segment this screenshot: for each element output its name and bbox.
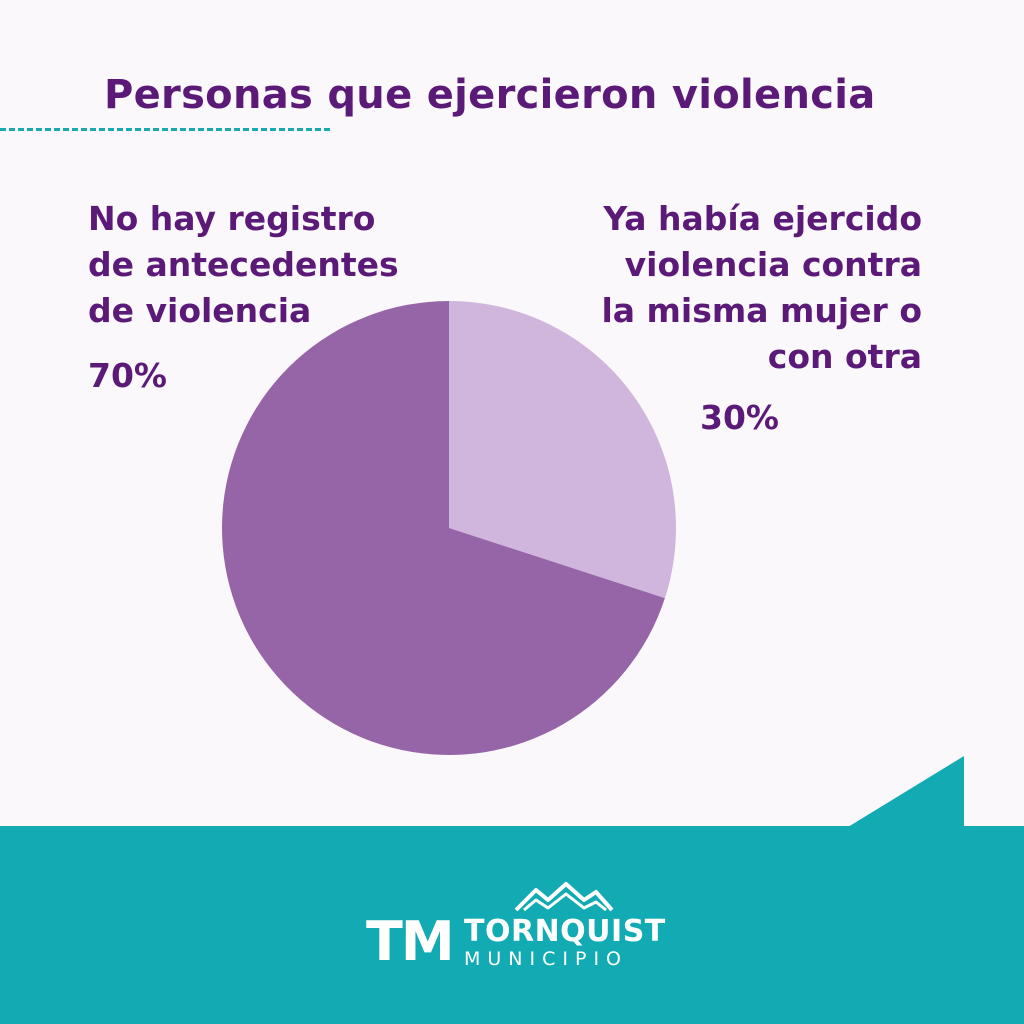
slice-label-line: de violencia [88, 291, 312, 330]
slice-label-line: con otra [767, 337, 922, 376]
slice-value-prior-violence: 30% [700, 398, 779, 437]
slice-label-line: la misma mujer o [601, 291, 922, 330]
slice-label-no-record: No hay registro de antecedentes de viole… [88, 196, 468, 334]
logo-mark: TM [366, 910, 455, 973]
footer-tab-polygon [848, 756, 964, 827]
chart-title: Personas que ejercieron violencia [104, 72, 876, 118]
pie-slice-no-record [221, 301, 665, 755]
logo-subtitle: MUNICIPIO [464, 948, 629, 970]
footer-band [0, 826, 1024, 1024]
slice-label-prior-violence: Ya había ejercido violencia contra la mi… [560, 196, 922, 380]
slice-label-line: Ya había ejercido [603, 199, 922, 238]
slice-label-line: de antecedentes [88, 245, 399, 284]
title-dash-divider [0, 128, 330, 131]
slice-value-no-record: 70% [88, 356, 167, 395]
logo-name: TORNQUIST [464, 914, 666, 949]
pie-slice-prior-violence [449, 301, 676, 599]
slice-label-line: violencia contra [624, 245, 922, 284]
municipio-logo: TM TORNQUIST MUNICIPIO [366, 880, 666, 980]
mountains-icon [514, 882, 614, 912]
slice-label-line: No hay registro [88, 199, 376, 238]
